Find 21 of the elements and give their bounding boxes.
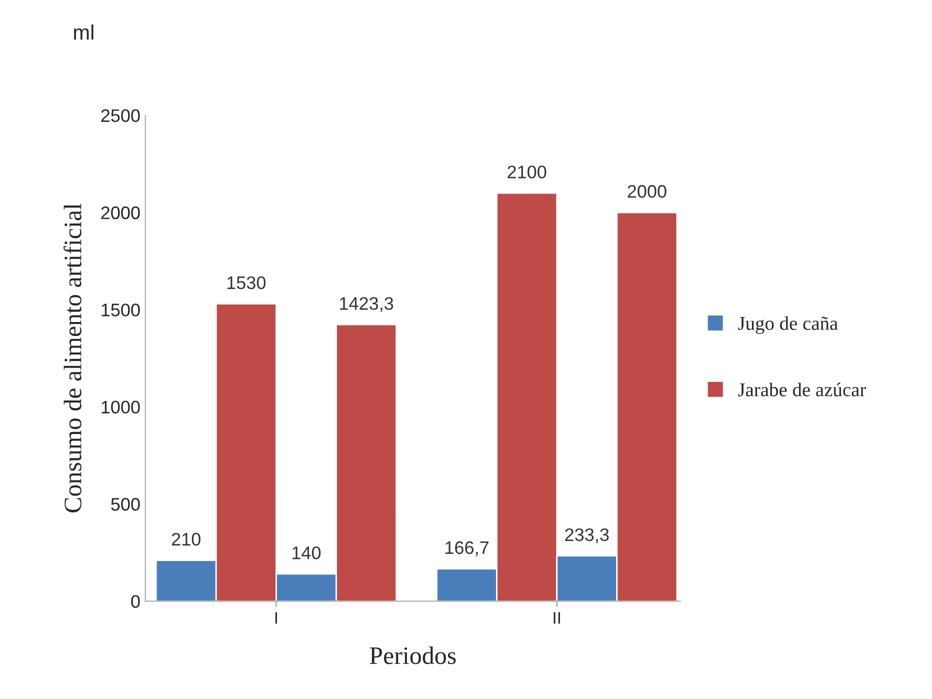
x-axis-title: Periodos [370, 646, 456, 664]
data-label: 1530 [227, 276, 266, 290]
y-tick-label: 2500 [101, 109, 140, 122]
data-label: 233,3 [565, 528, 609, 544]
data-label: 210 [172, 532, 200, 546]
y-tick-label: 500 [111, 498, 140, 511]
x-tick-label: I [275, 612, 277, 624]
legend-label: Jugo de caña [738, 316, 838, 334]
y-tick-label: 1000 [102, 400, 140, 414]
x-tick-label: II [554, 612, 560, 624]
y-tick-label: 1500 [102, 304, 140, 316]
data-label: 140 [292, 546, 321, 560]
y-axis-title: Consumo de alimento artificial [64, 204, 82, 512]
data-label: 2000 [628, 185, 666, 198]
y-tick-label: 2000 [101, 206, 140, 220]
text: ml [74, 24, 94, 40]
data-label: 166,7 [446, 541, 488, 556]
data-label: 1423,3 [340, 297, 394, 312]
legend-label: Jarabe de azúcar [738, 382, 866, 396]
y-tick-label: 0 [131, 595, 140, 608]
data-label: 2100 [508, 166, 546, 178]
